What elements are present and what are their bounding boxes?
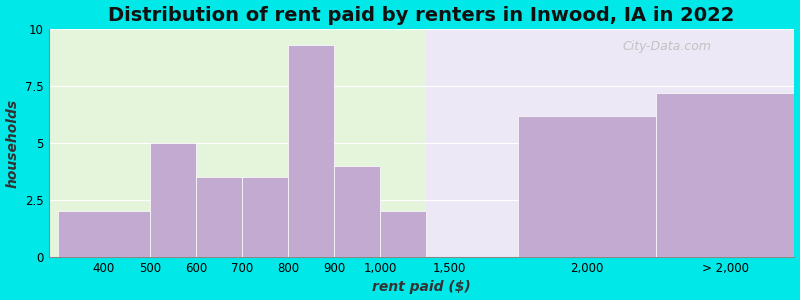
Bar (49, 29, 426, 257)
Bar (518, 116, 656, 257)
Text: City-Data.com: City-Data.com (623, 40, 712, 53)
Bar (426, 29, 794, 257)
Bar (58, 212, 150, 257)
Bar (656, 93, 794, 257)
Bar (334, 166, 380, 257)
Bar (196, 177, 242, 257)
Y-axis label: households: households (6, 98, 19, 188)
Bar (288, 45, 334, 257)
Bar (150, 143, 196, 257)
Bar (380, 212, 426, 257)
Bar (242, 177, 288, 257)
X-axis label: rent paid ($): rent paid ($) (372, 280, 471, 294)
Title: Distribution of rent paid by renters in Inwood, IA in 2022: Distribution of rent paid by renters in … (108, 6, 734, 25)
